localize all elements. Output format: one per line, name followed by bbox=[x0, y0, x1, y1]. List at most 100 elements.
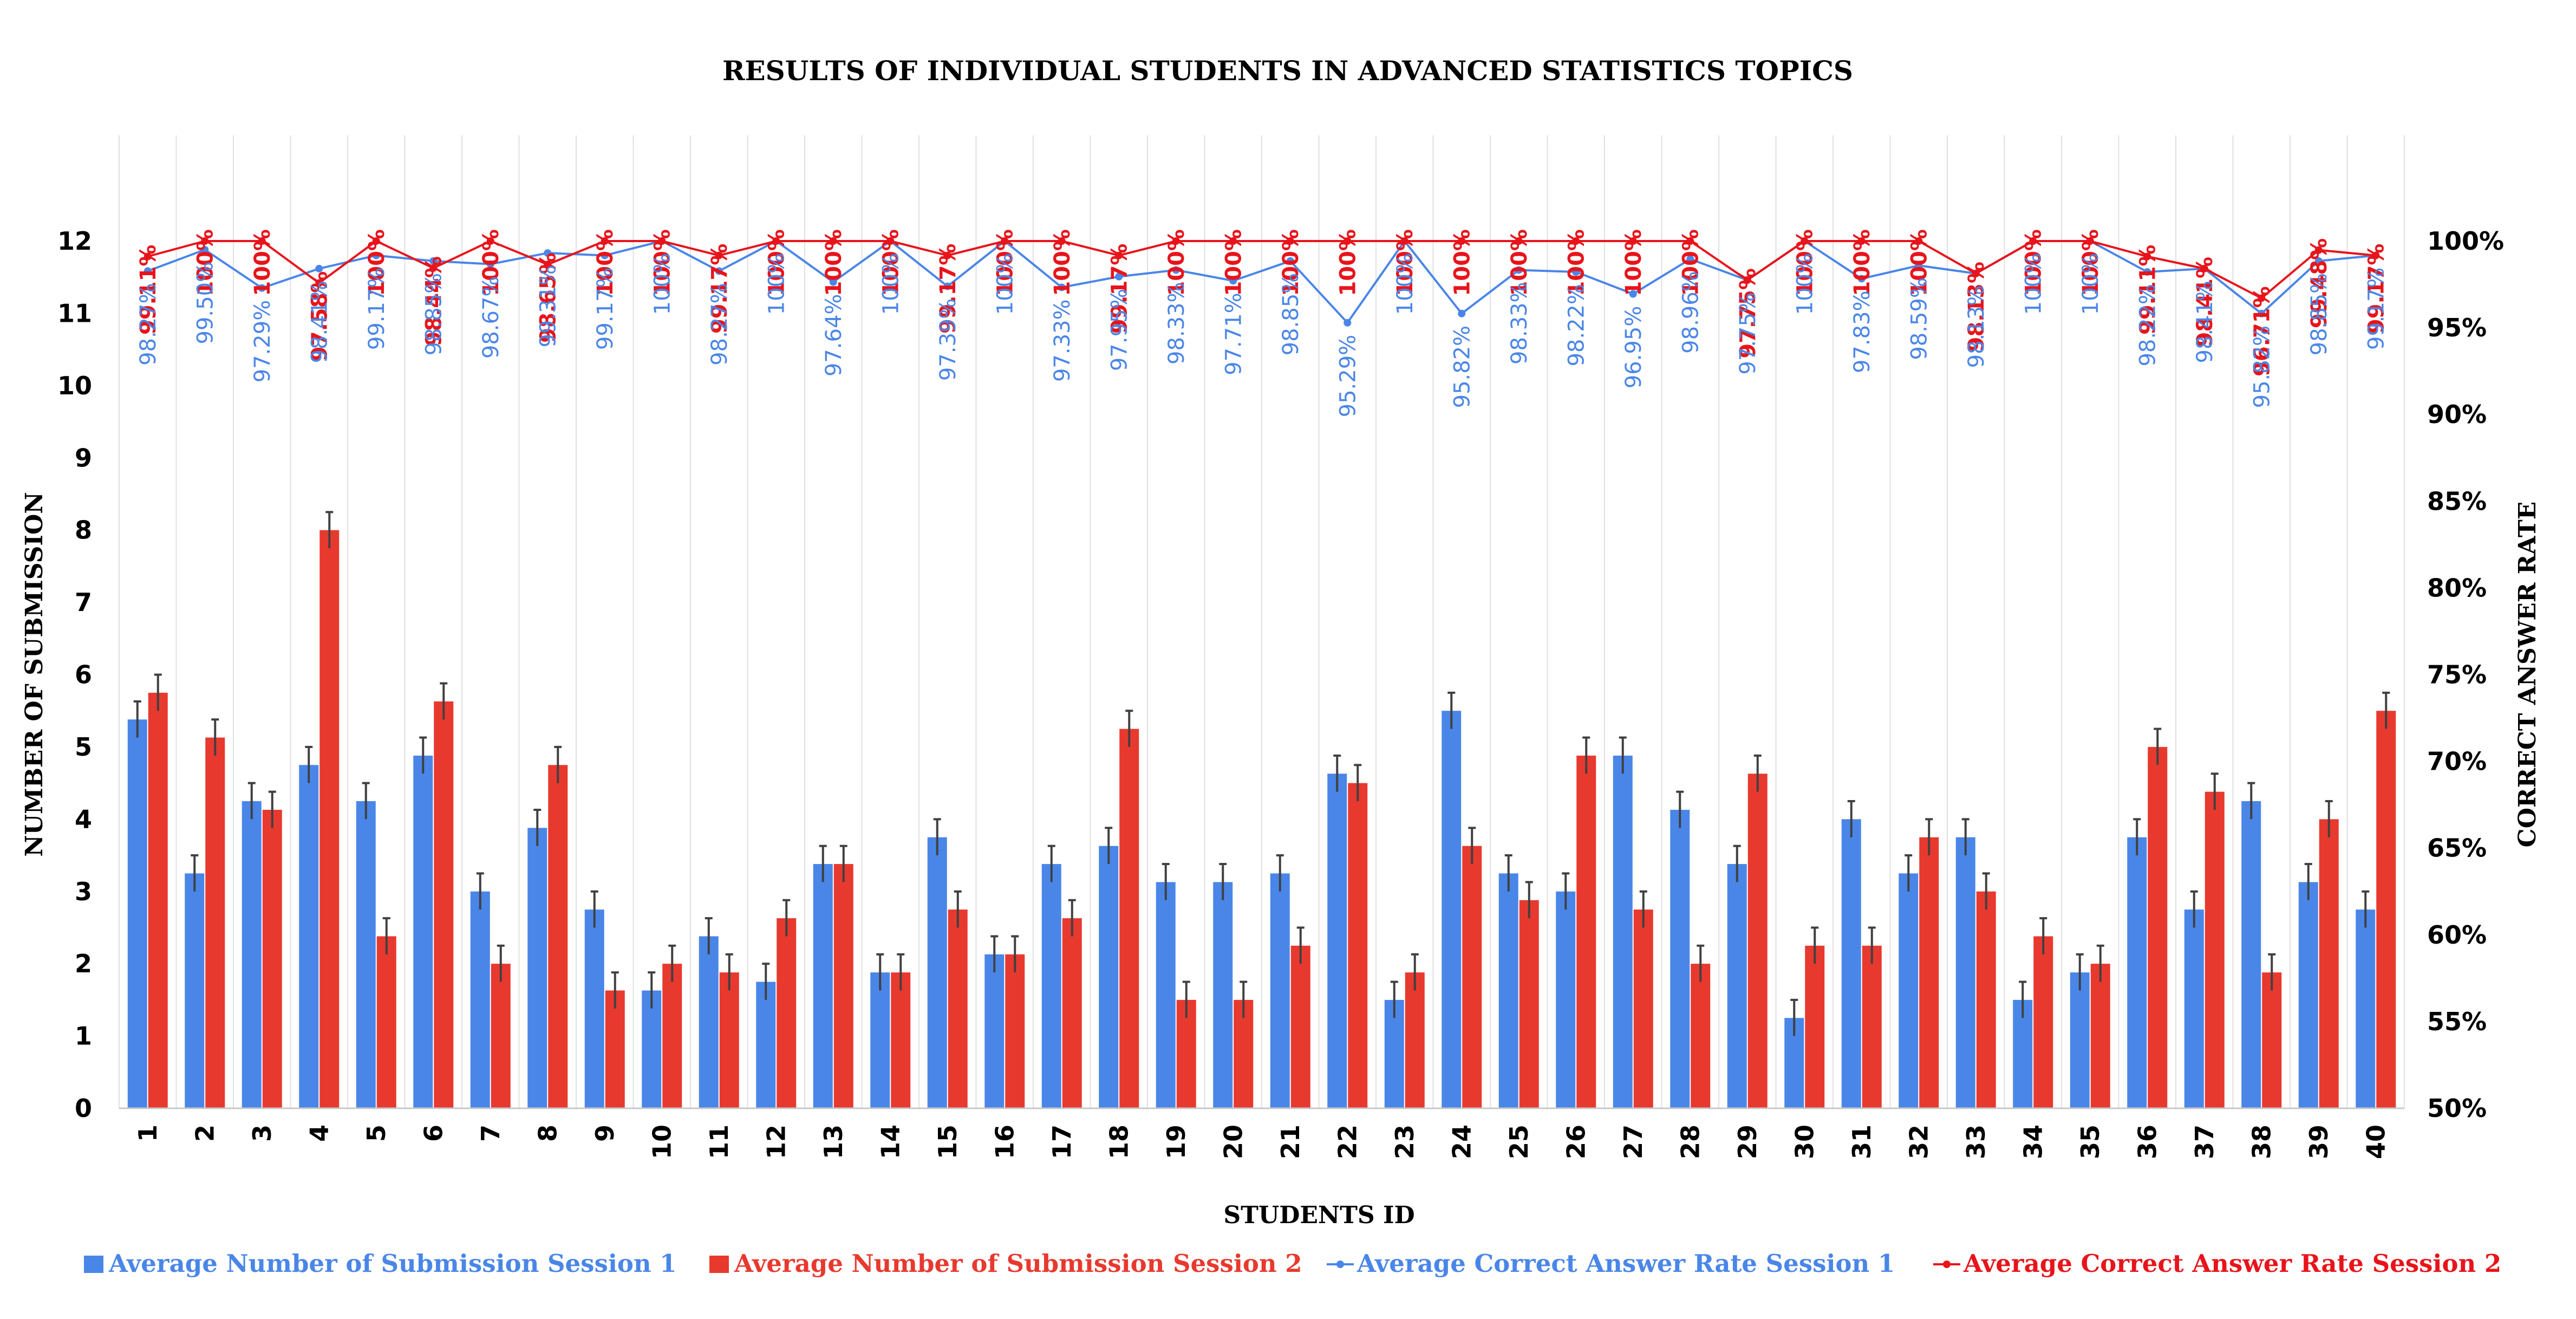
point-session2 bbox=[601, 237, 609, 245]
data-label-session1: 98.33% bbox=[1507, 282, 1532, 365]
data-label-session2: 100% bbox=[193, 229, 218, 296]
data-label-session1: 100% bbox=[2021, 253, 2046, 315]
y-tick-label: 2 bbox=[75, 949, 92, 978]
point-session1 bbox=[601, 251, 609, 259]
bar-session2 bbox=[1805, 945, 1825, 1108]
data-label-session2: 100% bbox=[764, 229, 789, 296]
point-session2 bbox=[2258, 294, 2266, 302]
point-session2 bbox=[1058, 237, 1066, 245]
bar-session1 bbox=[1613, 755, 1633, 1108]
data-label-session1: 95.82% bbox=[1450, 326, 1475, 408]
y2-tick-label: 100% bbox=[2427, 226, 2504, 256]
y2-tick-label: 95% bbox=[2427, 313, 2487, 342]
point-session1 bbox=[715, 267, 723, 275]
point-session1 bbox=[315, 264, 323, 272]
data-label-session1: 97.39% bbox=[936, 298, 961, 381]
x-tick-label: 32 bbox=[1904, 1125, 1933, 1159]
bar-session2 bbox=[2319, 819, 2339, 1108]
x-tick-label: 33 bbox=[1961, 1125, 1991, 1159]
y-tick-label: 12 bbox=[57, 226, 92, 256]
bar-session1 bbox=[242, 801, 262, 1108]
point-session1 bbox=[1629, 290, 1637, 298]
x-tick-label: 13 bbox=[819, 1125, 848, 1159]
bar-session1 bbox=[1327, 774, 1347, 1108]
legend-label: Average Correct Answer Rate Session 2 bbox=[1963, 1249, 2501, 1278]
legend-label: Average Correct Answer Rate Session 1 bbox=[1357, 1249, 1895, 1278]
data-label-session2: 100% bbox=[1050, 229, 1075, 296]
bar-session1 bbox=[299, 765, 319, 1108]
point-session1 bbox=[201, 246, 209, 254]
bar-session1 bbox=[1270, 873, 1290, 1108]
data-label-session2: 99.11% bbox=[136, 244, 161, 335]
point-session2 bbox=[1458, 237, 1466, 245]
bar-session1 bbox=[1899, 873, 1919, 1108]
point-session1 bbox=[2258, 309, 2266, 317]
x-tick-label: 10 bbox=[647, 1125, 676, 1159]
point-session1 bbox=[544, 249, 552, 257]
data-label-session2: 100% bbox=[1907, 229, 1932, 296]
bar-session2 bbox=[1062, 918, 1082, 1108]
data-label-session2: 100% bbox=[2021, 229, 2046, 296]
bar-session2 bbox=[1519, 900, 1539, 1108]
x-tick-label: 5 bbox=[362, 1125, 391, 1142]
point-session1 bbox=[486, 260, 494, 268]
x-tick-label: 27 bbox=[1619, 1125, 1648, 1159]
data-label-session1: 98.41% bbox=[2193, 281, 2218, 363]
data-label-session2: 99.17% bbox=[707, 244, 732, 334]
x-tick-label: 17 bbox=[1047, 1125, 1077, 1159]
bar-session2 bbox=[491, 964, 511, 1108]
x-tick-label: 21 bbox=[1276, 1125, 1305, 1159]
point-session2 bbox=[1115, 251, 1123, 259]
legend-swatch bbox=[709, 1256, 729, 1273]
data-label-session1: 100% bbox=[2078, 253, 2103, 315]
point-session2 bbox=[2372, 251, 2380, 259]
data-label-session1: 97.33% bbox=[1050, 299, 1075, 382]
point-session1 bbox=[943, 282, 951, 290]
bar-session1 bbox=[984, 954, 1005, 1108]
point-session1 bbox=[1172, 266, 1180, 274]
point-session2 bbox=[1001, 237, 1009, 245]
x-tick-label: 16 bbox=[990, 1125, 1019, 1159]
bar-session2 bbox=[1862, 945, 1882, 1108]
data-label-session2: 100% bbox=[1221, 229, 1246, 296]
data-label-session2: 97.75% bbox=[1736, 268, 1760, 359]
bar-session2 bbox=[1348, 783, 1368, 1108]
data-label-session1: 98.85% bbox=[1279, 273, 1303, 356]
bar-session1 bbox=[756, 982, 776, 1108]
bar-session2 bbox=[2090, 964, 2110, 1108]
point-session1 bbox=[1058, 283, 1066, 291]
y2-tick-label: 85% bbox=[2427, 486, 2487, 516]
point-session2 bbox=[2200, 264, 2208, 272]
data-label-session1: 95.29% bbox=[1335, 335, 1360, 418]
bar-session1 bbox=[2298, 882, 2318, 1108]
data-label-session1: 97.71% bbox=[1221, 293, 1246, 375]
point-session2 bbox=[658, 237, 666, 245]
data-label-session1: 98.41% bbox=[307, 281, 332, 363]
bar-session1 bbox=[870, 972, 890, 1108]
data-label-session1: 98.85% bbox=[2307, 273, 2332, 356]
legend-swatch-marker bbox=[1943, 1260, 1951, 1268]
point-session1 bbox=[1229, 277, 1237, 285]
bar-session2 bbox=[1976, 891, 1996, 1108]
x-tick-label: 38 bbox=[2247, 1125, 2276, 1159]
data-label-session1: 98.27% bbox=[136, 283, 161, 366]
data-label-session1: 98.85% bbox=[421, 273, 446, 356]
point-session2 bbox=[2314, 246, 2323, 254]
data-label-session1: 97.64% bbox=[821, 294, 846, 377]
data-labels-group: 99.11% 100% 100%97.58%100% 98.44% 100% 98.65%… bbox=[136, 229, 2389, 417]
data-label-session1: 98.67% bbox=[479, 276, 504, 359]
data-label-session1: 97.83% bbox=[1850, 290, 1875, 373]
data-label-session1: 99.31% bbox=[536, 265, 560, 348]
bar-session2 bbox=[1691, 964, 1711, 1108]
bar-session2 bbox=[1405, 972, 1425, 1108]
bar-session2 bbox=[2148, 746, 2168, 1108]
data-label-session1: 98.22% bbox=[1564, 284, 1589, 367]
x-tick-label: 31 bbox=[1847, 1125, 1876, 1159]
data-label-session2: 100% bbox=[593, 229, 618, 296]
data-label-session1: 98.96% bbox=[1678, 271, 1703, 354]
point-session2 bbox=[1572, 237, 1580, 245]
x-tick-label: 14 bbox=[876, 1125, 905, 1159]
point-session2 bbox=[201, 237, 209, 245]
data-label-session1: 100% bbox=[1792, 253, 1817, 315]
bar-session2 bbox=[948, 909, 968, 1108]
